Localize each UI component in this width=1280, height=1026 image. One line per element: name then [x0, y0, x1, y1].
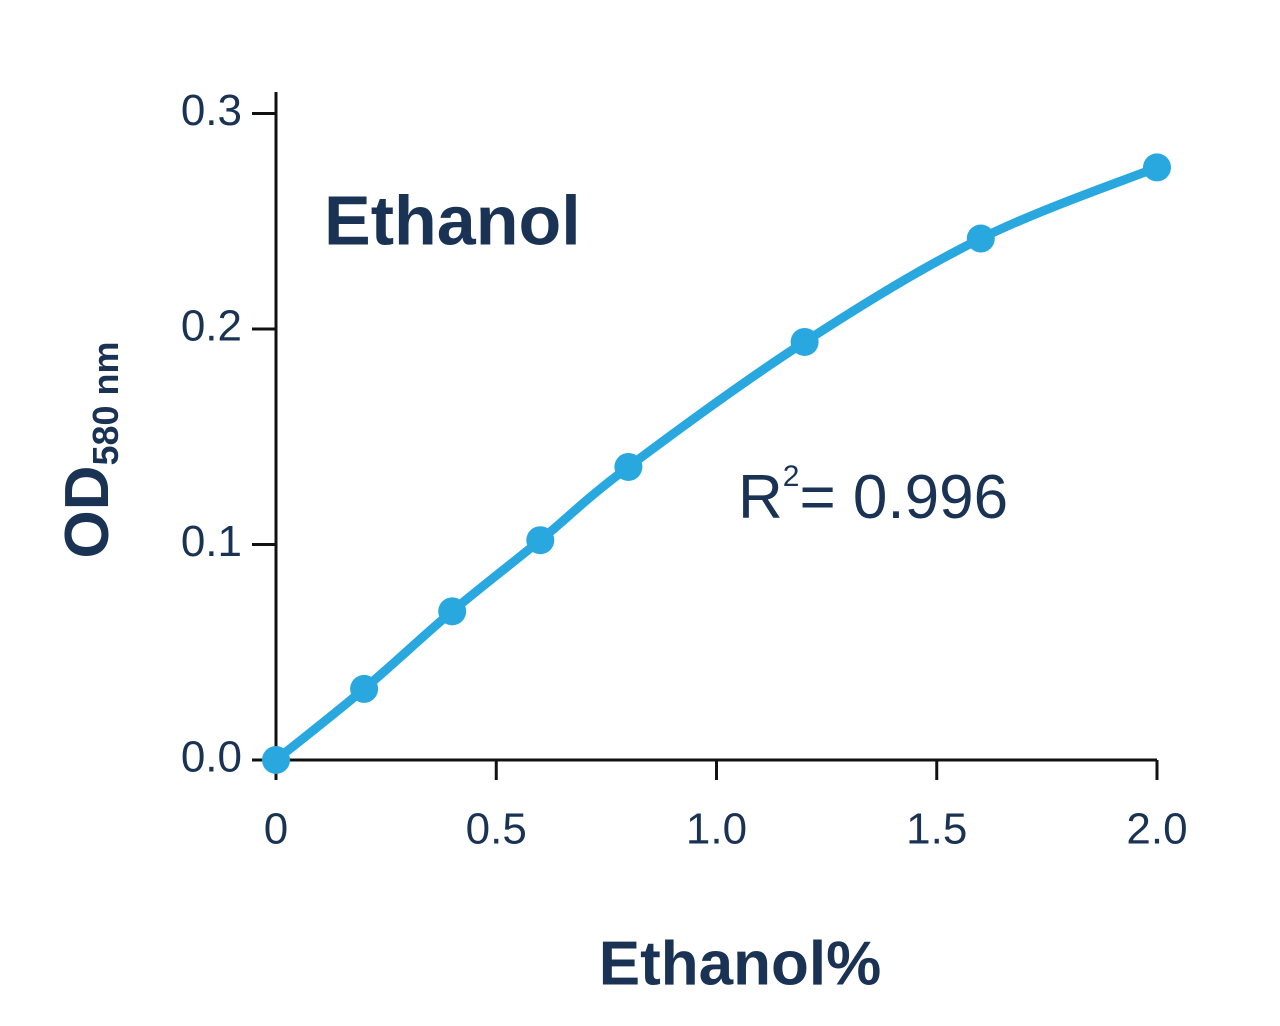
x-tick-label: 0	[264, 805, 288, 854]
annotation: R2= 0.996	[738, 460, 1008, 532]
point	[1143, 153, 1171, 182]
y-tick-label: 0.1	[181, 517, 242, 566]
x-tick-label: 1.5	[906, 805, 967, 854]
point	[350, 674, 379, 703]
x-tick-label: 2.0	[1126, 805, 1187, 854]
point	[966, 224, 995, 253]
chart-title: Ethanol	[324, 181, 581, 259]
point	[438, 597, 467, 626]
y-label-subscript: 580 nm	[85, 341, 126, 465]
y-tick-label: 0.2	[181, 302, 242, 351]
y-tick-label: 0.0	[181, 733, 242, 782]
annotation-suffix: = 0.996	[799, 463, 1008, 532]
point	[614, 452, 643, 481]
point	[526, 526, 555, 555]
point	[790, 327, 819, 356]
annotation-superscript: 2	[783, 460, 800, 493]
x-tick-label: 0.5	[466, 805, 527, 854]
annotation-text: R	[738, 463, 783, 532]
x-tick-label: 1.0	[686, 805, 747, 854]
y-tick-label: 0.3	[181, 86, 242, 135]
x-axis-label: Ethanol%	[599, 929, 881, 998]
point	[262, 746, 290, 774]
y-axis-label: OD580 nm	[53, 341, 125, 558]
y-label-main: OD	[53, 466, 122, 559]
